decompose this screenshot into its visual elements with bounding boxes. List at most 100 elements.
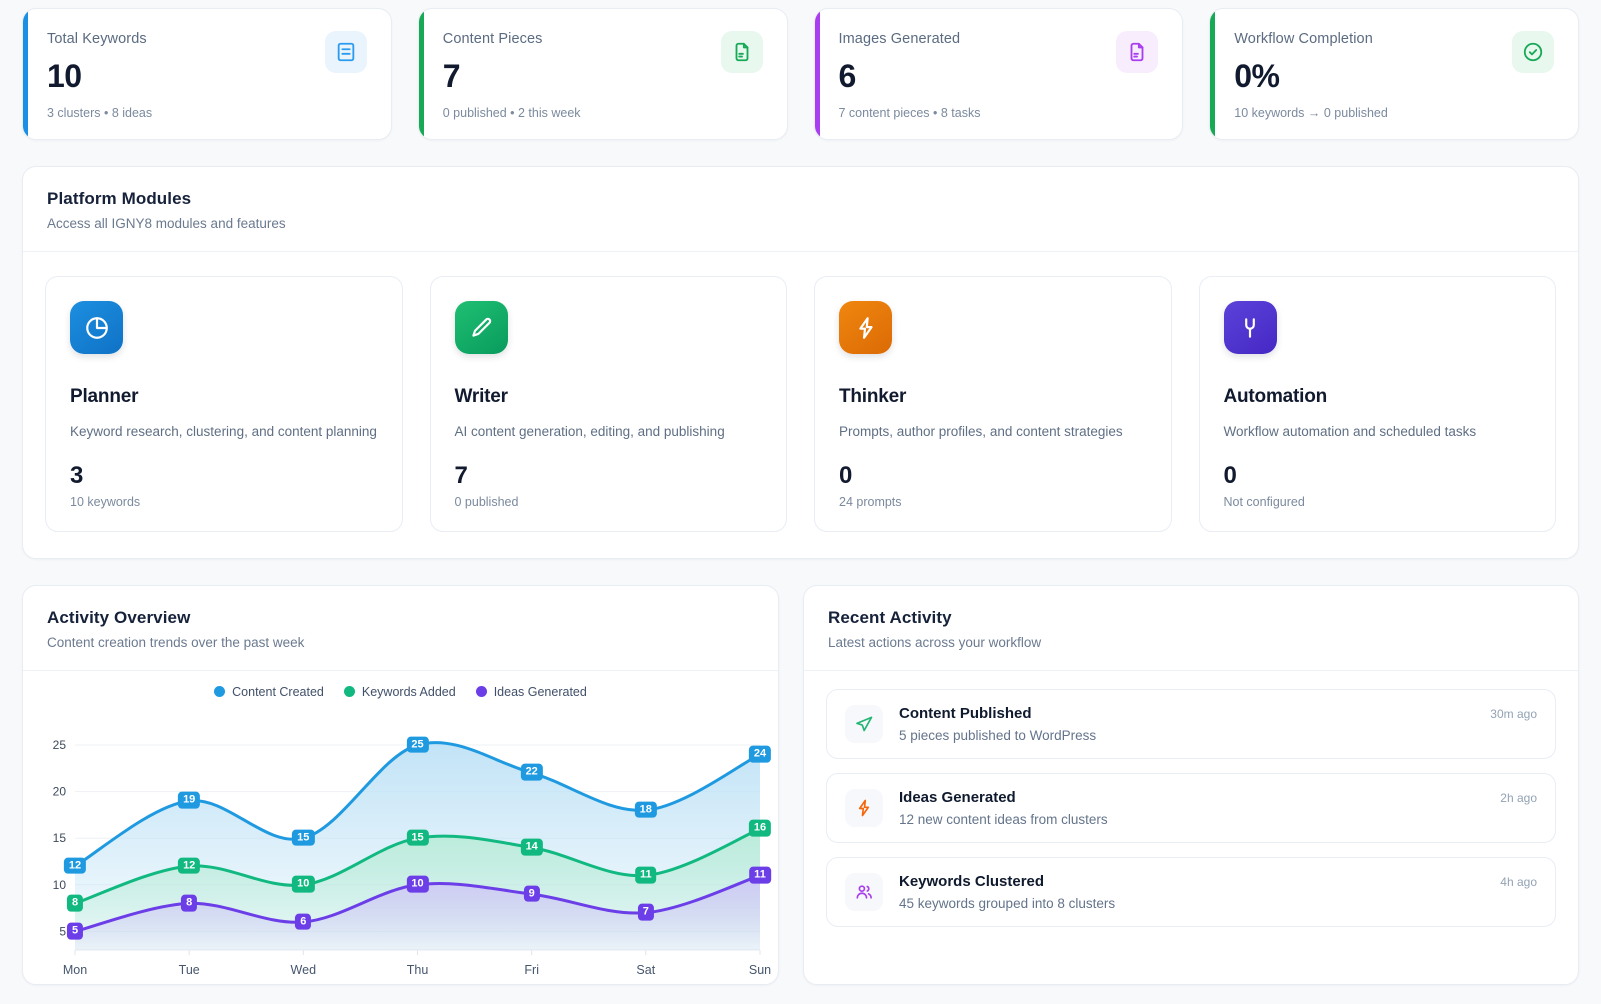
kpi-value: 7 xyxy=(442,58,461,94)
svg-text:10: 10 xyxy=(53,877,67,891)
svg-text:5: 5 xyxy=(59,924,66,938)
bottom-row: Activity Overview Content creation trend… xyxy=(22,584,1579,985)
chart-x-label: Sun xyxy=(748,962,772,977)
kpi-subtext: 10 keywords → 0 published xyxy=(1234,106,1388,120)
chart-x-label: Fri xyxy=(524,962,539,977)
chart-point-label: 10 xyxy=(292,876,315,893)
plug-icon xyxy=(1223,301,1277,354)
activity-description: 45 keywords grouped into 8 clusters xyxy=(899,895,1116,911)
svg-text:15: 15 xyxy=(53,831,67,845)
activity-item[interactable]: Ideas Generated 12 new content ideas from… xyxy=(826,772,1556,843)
kpi-label: Images Generated xyxy=(838,31,961,47)
kpi-label: Workflow Completion xyxy=(1234,31,1373,47)
kpi-card: Images Generated 6 7 content pieces • 8 ta… xyxy=(813,8,1184,140)
recent-activity-subtitle: Latest actions across your workflow xyxy=(828,634,1042,650)
chart-point-label: 15 xyxy=(406,829,429,847)
module-stat-label: Not configured xyxy=(1223,494,1305,509)
recent-activity-header: Recent Activity Latest actions across yo… xyxy=(804,586,1578,671)
users-icon xyxy=(845,872,883,911)
chart-legend: Content Created Keywords Added Ideas Gener… xyxy=(33,685,768,699)
file-text-icon xyxy=(720,31,763,73)
module-description: Workflow automation and scheduled tasks xyxy=(1223,424,1477,439)
activity-item[interactable]: Content Published 5 pieces published to W… xyxy=(826,688,1556,759)
module-stat-label: 0 published xyxy=(454,494,519,509)
chart-point-label: 11 xyxy=(749,866,771,884)
kpi-accent-bar xyxy=(1210,9,1216,139)
module-name: Planner xyxy=(70,386,139,407)
activity-item[interactable]: Keywords Clustered 45 keywords grouped in… xyxy=(826,856,1556,927)
activity-overview-subtitle: Content creation trends over the past we… xyxy=(47,634,305,650)
legend-label: Keywords Added xyxy=(361,684,456,699)
activity-title: Content Published xyxy=(899,704,1032,722)
legend-item[interactable]: Keywords Added xyxy=(343,684,456,699)
kpi-value: 6 xyxy=(838,58,857,94)
activity-timestamp: 4h ago xyxy=(1500,874,1537,889)
lightning-icon xyxy=(839,301,892,354)
recent-activity-list: Content Published 5 pieces published to W… xyxy=(804,671,1578,927)
legend-item[interactable]: Content Created xyxy=(214,685,324,699)
chart-point-label: 10 xyxy=(406,876,429,893)
module-name: Thinker xyxy=(839,386,907,407)
kpi-row: Total Keywords 10 3 clusters • 8 ideas Cont… xyxy=(22,8,1579,140)
chart-point-label: 16 xyxy=(748,820,772,837)
kpi-label: Total Keywords xyxy=(47,31,147,47)
lightning-icon xyxy=(845,788,883,827)
module-stat-label: 24 prompts xyxy=(839,494,902,509)
chart-point-label: 5 xyxy=(66,922,84,940)
legend-label: Content Created xyxy=(232,684,324,699)
legend-label: Ideas Generated xyxy=(493,684,587,699)
kpi-accent-bar xyxy=(23,9,28,139)
activity-title: Keywords Clustered xyxy=(899,872,1045,890)
chart-x-label: Thu xyxy=(406,962,429,977)
file-image-icon xyxy=(1116,31,1159,73)
svg-text:25: 25 xyxy=(53,738,67,752)
chart-point-label: 8 xyxy=(66,894,84,912)
recent-activity-title: Recent Activity xyxy=(828,607,952,627)
module-card-planner[interactable]: Planner Keyword research, clustering, and… xyxy=(45,276,403,532)
chart-point-label: 11 xyxy=(634,866,657,884)
chart-x-label: Wed xyxy=(290,962,317,977)
legend-color-dot xyxy=(343,686,355,698)
activity-overview-title: Activity Overview xyxy=(47,607,191,627)
kpi-accent-bar xyxy=(814,9,820,139)
activity-content: Ideas Generated 12 new content ideas from… xyxy=(899,789,1484,827)
platform-modules-title: Platform Modules xyxy=(47,189,192,208)
module-stat-value: 7 xyxy=(454,461,468,489)
module-stat-value: 3 xyxy=(70,461,84,489)
chart-point-label: 15 xyxy=(292,829,315,847)
chart-point-label: 22 xyxy=(520,764,543,781)
pie-chart-icon xyxy=(70,301,123,354)
legend-item[interactable]: Ideas Generated xyxy=(475,684,587,699)
chart-plot-area: 5 10 15 20 25 12 19 15 25 22 18 24 8 12 10 15 14 11 16 5 8 6 1… xyxy=(33,715,772,960)
kpi-subtext: 7 content pieces • 8 tasks xyxy=(838,106,981,120)
legend-color-dot xyxy=(214,686,226,698)
activity-description: 5 pieces published to WordPress xyxy=(899,727,1097,743)
chart-point-label: 8 xyxy=(181,894,198,912)
activity-title: Ideas Generated xyxy=(899,788,1016,806)
module-stat-value: 0 xyxy=(1223,461,1237,489)
list-document-icon xyxy=(324,31,367,73)
module-card-writer[interactable]: Writer AI content generation, editing, an… xyxy=(429,276,787,532)
kpi-card: Workflow Completion 0% 10 keywords → 0 pub… xyxy=(1209,8,1579,140)
module-description: AI content generation, editing, and publ… xyxy=(454,424,725,439)
activity-timestamp: 30m ago xyxy=(1490,706,1537,721)
module-card-automation[interactable]: Automation Workflow automation and schedu… xyxy=(1198,276,1556,532)
chart-point-label: 24 xyxy=(748,745,772,763)
chart-x-axis-labels: Mon Tue Wed Thu Fri Sat Sun xyxy=(33,960,772,982)
module-card-thinker[interactable]: Thinker Prompts, author profiles, and con… xyxy=(814,276,1172,532)
chart-point-label: 25 xyxy=(406,736,429,753)
kpi-subtext: 3 clusters • 8 ideas xyxy=(47,106,153,120)
pencil-icon xyxy=(454,301,508,354)
kpi-card: Content Pieces 7 0 published • 2 this week xyxy=(417,8,788,140)
send-icon xyxy=(845,704,883,743)
module-stat-value: 0 xyxy=(839,461,853,489)
chart-point-label: 6 xyxy=(295,913,312,930)
module-name: Automation xyxy=(1223,386,1328,407)
activity-content: Keywords Clustered 45 keywords grouped in… xyxy=(899,873,1484,911)
svg-text:20: 20 xyxy=(53,784,67,798)
activity-timestamp: 2h ago xyxy=(1500,790,1537,805)
chart-point-label: 12 xyxy=(63,857,87,874)
recent-activity-panel: Recent Activity Latest actions across yo… xyxy=(803,584,1579,985)
chart-x-label: Tue xyxy=(178,962,200,977)
